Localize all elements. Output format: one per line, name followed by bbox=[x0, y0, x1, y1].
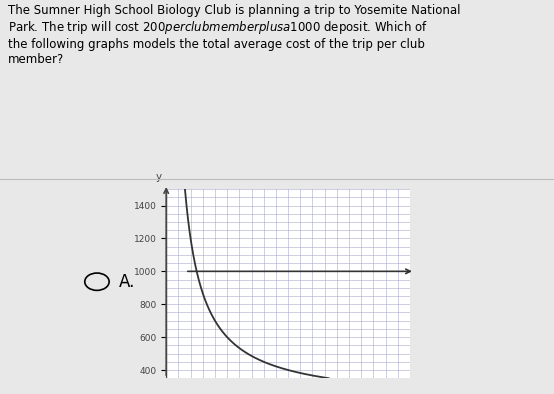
Text: The Sumner High School Biology Club is planning a trip to Yosemite National
Park: The Sumner High School Biology Club is p… bbox=[8, 4, 461, 66]
Text: A.: A. bbox=[119, 273, 136, 291]
Text: y: y bbox=[156, 172, 162, 182]
